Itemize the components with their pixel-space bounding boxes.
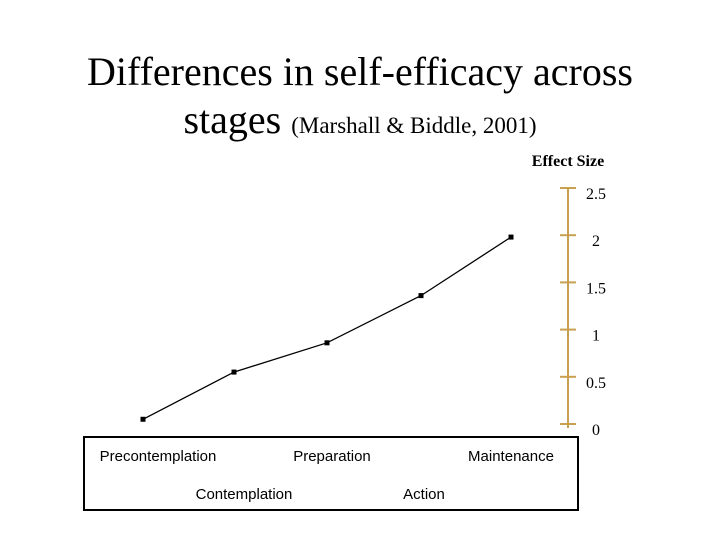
x-axis-categories: Precontemplation Contemplation Preparation… bbox=[100, 448, 554, 503]
data-point bbox=[508, 234, 514, 240]
data-point bbox=[231, 369, 237, 375]
chart-title-stages: stages bbox=[183, 97, 282, 142]
data-point bbox=[140, 416, 146, 422]
chart-title-line-1: Differences in self-efficacy across bbox=[86, 49, 633, 94]
x-category-box bbox=[83, 436, 579, 511]
y-tick-label: 0.5 bbox=[586, 375, 606, 392]
x-category-label: Preparation bbox=[293, 448, 371, 465]
y-tick-label: 1 bbox=[592, 328, 600, 345]
chart-title-line-2: stages (Marshall & Biddle, 2001) bbox=[0, 96, 720, 150]
data-point bbox=[418, 293, 424, 299]
y-tick-label: 2.5 bbox=[586, 186, 606, 203]
x-category-label: Action bbox=[403, 486, 445, 503]
chart-title: Differences in self-efficacy across stag… bbox=[0, 48, 720, 150]
data-point bbox=[324, 340, 330, 346]
y-tick-label: 1.5 bbox=[586, 280, 606, 297]
y-axis-ticks: 2.5 2 1.5 1 0.5 0 bbox=[560, 186, 606, 439]
y-tick-label: 2 bbox=[592, 233, 600, 250]
y-tick-label: 0 bbox=[592, 422, 600, 439]
series-line bbox=[142, 236, 512, 420]
x-category-label: Maintenance bbox=[468, 448, 554, 465]
x-category-label: Precontemplation bbox=[100, 448, 217, 465]
chart-title-citation: (Marshall & Biddle, 2001) bbox=[291, 113, 537, 138]
x-category-label: Contemplation bbox=[196, 486, 293, 503]
data-points bbox=[140, 234, 514, 422]
y-axis-label: Effect Size bbox=[532, 153, 604, 170]
